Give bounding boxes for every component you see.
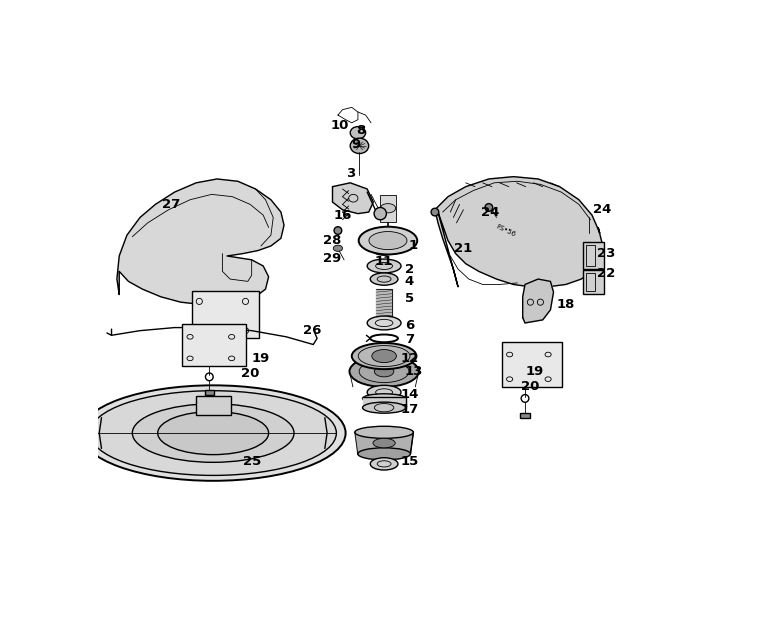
- Bar: [192, 291, 260, 338]
- Text: 9: 9: [351, 138, 360, 151]
- Ellipse shape: [362, 402, 406, 413]
- Text: 24: 24: [481, 205, 499, 219]
- Bar: [583, 242, 604, 269]
- Text: 25: 25: [243, 455, 260, 468]
- Ellipse shape: [431, 208, 439, 216]
- Bar: [502, 342, 562, 387]
- Text: 13: 13: [404, 365, 423, 378]
- Text: 8: 8: [356, 124, 365, 137]
- Polygon shape: [522, 279, 554, 323]
- Ellipse shape: [158, 412, 269, 455]
- Text: 18: 18: [557, 298, 575, 311]
- Text: 27: 27: [162, 198, 180, 211]
- Ellipse shape: [380, 204, 396, 213]
- Ellipse shape: [374, 207, 386, 219]
- Ellipse shape: [350, 126, 365, 139]
- Ellipse shape: [358, 226, 417, 255]
- Ellipse shape: [373, 438, 395, 448]
- Text: 5: 5: [405, 292, 414, 305]
- Bar: [583, 270, 604, 295]
- Text: 6: 6: [405, 319, 414, 332]
- Bar: [586, 273, 595, 292]
- Ellipse shape: [362, 394, 406, 403]
- Text: 24: 24: [593, 204, 611, 216]
- Ellipse shape: [334, 226, 342, 234]
- Text: 22: 22: [597, 267, 615, 280]
- Bar: [196, 396, 231, 415]
- Ellipse shape: [373, 246, 395, 255]
- Text: 14: 14: [401, 388, 419, 401]
- Polygon shape: [117, 179, 284, 304]
- Text: 20: 20: [521, 380, 539, 394]
- Polygon shape: [332, 183, 373, 214]
- Ellipse shape: [372, 350, 396, 362]
- Text: 17: 17: [401, 403, 419, 417]
- Polygon shape: [435, 177, 602, 286]
- Ellipse shape: [370, 457, 398, 470]
- Text: 19: 19: [252, 352, 270, 365]
- Text: 26: 26: [303, 324, 321, 337]
- Ellipse shape: [367, 316, 401, 330]
- Text: 1: 1: [409, 239, 418, 253]
- Ellipse shape: [367, 259, 401, 273]
- Ellipse shape: [80, 385, 345, 481]
- Bar: [205, 390, 214, 394]
- Text: 21: 21: [454, 242, 473, 255]
- Text: 2: 2: [405, 263, 414, 276]
- Text: 29: 29: [323, 252, 342, 265]
- Ellipse shape: [375, 366, 394, 377]
- Ellipse shape: [352, 343, 417, 369]
- Ellipse shape: [350, 138, 368, 154]
- Text: 15: 15: [401, 455, 419, 468]
- Bar: [586, 245, 595, 266]
- Text: 28: 28: [323, 234, 342, 247]
- Text: 11: 11: [375, 255, 393, 268]
- Text: 19: 19: [526, 365, 544, 378]
- Ellipse shape: [133, 404, 294, 463]
- Ellipse shape: [349, 356, 419, 387]
- Ellipse shape: [485, 204, 493, 211]
- Text: 3: 3: [345, 167, 355, 180]
- Bar: [520, 413, 529, 418]
- Text: 12: 12: [401, 352, 419, 365]
- Ellipse shape: [355, 426, 414, 438]
- Polygon shape: [376, 289, 391, 320]
- Text: 23: 23: [597, 247, 615, 260]
- Text: 4: 4: [405, 275, 414, 288]
- Polygon shape: [362, 397, 406, 408]
- Ellipse shape: [358, 448, 411, 460]
- Bar: [182, 323, 246, 366]
- Text: 7: 7: [405, 334, 414, 346]
- Ellipse shape: [367, 385, 401, 399]
- Ellipse shape: [333, 245, 342, 251]
- Text: 20: 20: [241, 367, 260, 380]
- Ellipse shape: [370, 273, 398, 285]
- Text: 10: 10: [331, 119, 349, 131]
- Ellipse shape: [369, 232, 407, 249]
- Ellipse shape: [90, 390, 336, 475]
- Bar: [380, 195, 396, 222]
- Polygon shape: [355, 433, 414, 454]
- Text: 16: 16: [333, 209, 352, 221]
- Text: FS•56: FS•56: [495, 223, 516, 238]
